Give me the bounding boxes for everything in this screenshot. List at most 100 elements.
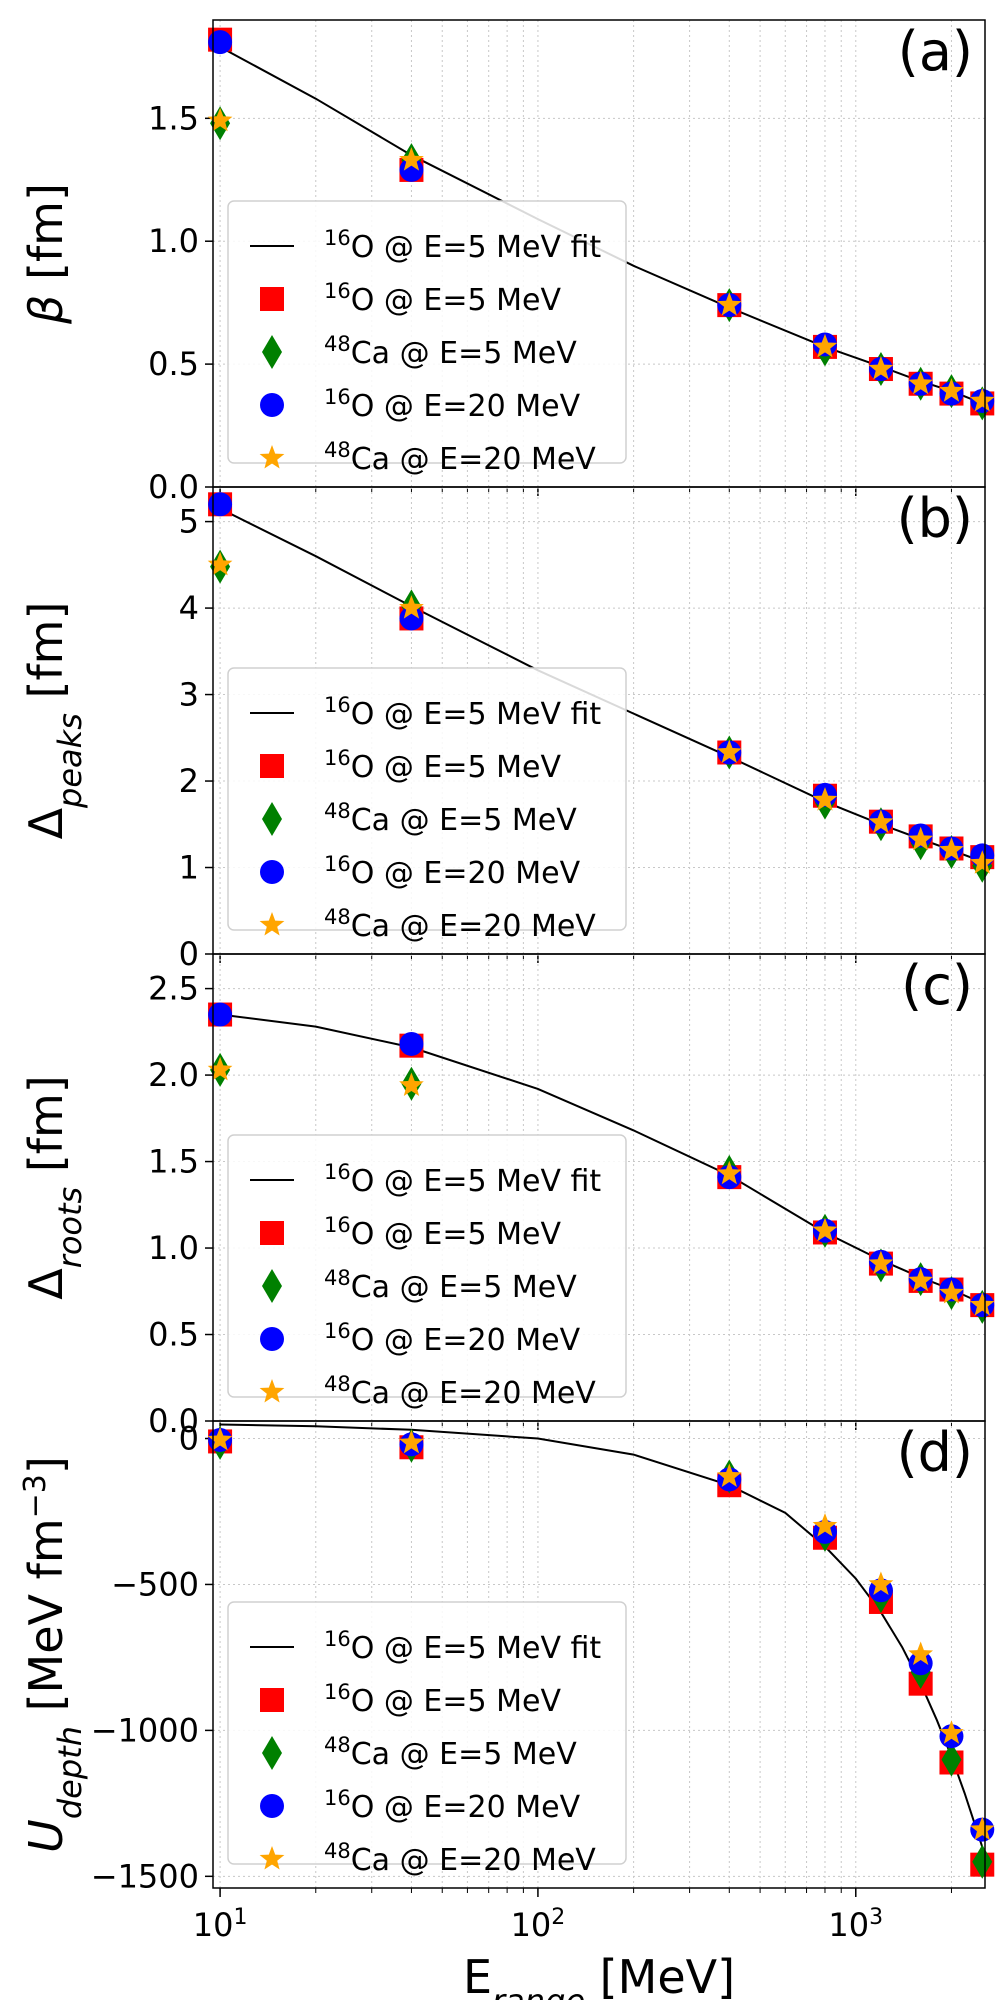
data-point-star xyxy=(716,1160,742,1185)
y-axis-title: Δpeaks [fm] xyxy=(19,602,89,840)
y-tick-label: 1.5 xyxy=(148,99,199,137)
data-point-circle xyxy=(208,492,233,517)
legend-label: 48Ca @ E=5 MeV xyxy=(324,1733,577,1772)
y-tick-label: 0.0 xyxy=(148,468,199,506)
data-point-star xyxy=(399,1429,424,1454)
legend-label: 48Ca @ E=20 MeV xyxy=(324,1372,596,1411)
data-point-star xyxy=(939,1280,964,1304)
legend-frame xyxy=(227,1601,627,1865)
legend-marker xyxy=(259,1379,285,1403)
panel-3: 0.0 0.5 1.0 1.5 2.0 2.5 Δroots [fm] (c) 16O @ E=… xyxy=(19,953,995,1440)
data-point-star xyxy=(399,1072,424,1096)
legend-marker xyxy=(260,287,284,311)
data-point-star xyxy=(969,1816,995,1841)
legend: 16O @ E=5 MeV fit 16O @ E=5 MeV 48Ca @ E=5… xyxy=(227,1134,627,1411)
panels-layer: 0.00.51.01.5β [fm](a)16O @ E=5 MeV fit16… xyxy=(18,19,995,1897)
y-axis-title: Δroots [fm] xyxy=(19,1075,89,1300)
data-point-star xyxy=(207,551,233,576)
legend-marker xyxy=(260,393,284,417)
y-tick-label: 1.0 xyxy=(148,1229,199,1267)
y-tick-label: −1000 xyxy=(91,1711,199,1749)
data-point-circle xyxy=(399,1031,424,1056)
data-point-circle xyxy=(399,157,424,182)
y-tick-label: 0.0 xyxy=(148,1402,199,1440)
data-point-star xyxy=(908,1641,933,1665)
legend-label: 16O @ E=20 MeV xyxy=(324,1786,581,1825)
legend-label: 16O @ E=20 MeV xyxy=(324,852,581,891)
legend-marker xyxy=(260,754,284,778)
data-point-star xyxy=(716,739,742,763)
legend-marker xyxy=(262,1269,282,1303)
panel-1: 0.00.51.01.5β [fm](a)16O @ E=5 MeV fit16… xyxy=(19,19,995,506)
data-point-star xyxy=(812,1217,838,1242)
legend: 16O @ E=5 MeV fit 16O @ E=5 MeV 48Ca @ E=5… xyxy=(227,667,627,944)
data-point-diamond xyxy=(972,1844,993,1879)
legend-label: 16O @ E=20 MeV xyxy=(324,385,581,424)
data-point-star xyxy=(868,809,894,834)
legend-marker xyxy=(259,445,285,469)
legend-marker xyxy=(260,1688,284,1712)
y-tick-label: 5 xyxy=(179,503,199,541)
y-tick-label: 0.5 xyxy=(148,345,199,383)
panel-tag: (d) xyxy=(897,1421,973,1484)
plot-frame xyxy=(212,1420,986,1889)
legend-frame xyxy=(227,667,627,931)
data-point-star xyxy=(939,1720,964,1744)
legend-label: 16O @ E=5 MeV xyxy=(324,1680,561,1719)
data-point-star xyxy=(812,787,838,811)
data-point-star xyxy=(939,378,964,402)
x-tick-label: 102 xyxy=(511,1905,566,1945)
legend-frame xyxy=(227,1134,627,1398)
legend: 16O @ E=5 MeV fit 16O @ E=5 MeV 48Ca @ E=5… xyxy=(227,200,627,477)
series-star xyxy=(207,107,995,412)
data-point-star xyxy=(868,1250,894,1275)
y-tick-label: 3 xyxy=(179,676,199,714)
data-point-circle xyxy=(208,1002,233,1027)
data-point-star xyxy=(868,356,894,380)
legend-marker xyxy=(262,1736,282,1770)
x-tick-label: 101 xyxy=(193,1905,248,1945)
legend-label: 48Ca @ E=5 MeV xyxy=(324,1266,577,1305)
series-star xyxy=(207,1427,995,1841)
legend-label: 16O @ E=20 MeV xyxy=(324,1319,581,1358)
y-tick-label: −500 xyxy=(111,1565,199,1603)
data-point-circle xyxy=(908,1651,933,1676)
data-point-star xyxy=(207,107,233,132)
legend-label: 16O @ E=5 MeV xyxy=(324,1213,561,1252)
data-point-star xyxy=(969,1292,995,1316)
data-point-circle xyxy=(208,30,233,55)
legend-label: 48Ca @ E=20 MeV xyxy=(324,905,596,944)
y-axis-title: Udepth [MeV fm−3] xyxy=(18,1456,90,1853)
y-tick-label: −1500 xyxy=(91,1857,199,1895)
panel-tag: (a) xyxy=(898,20,973,83)
legend-marker xyxy=(259,1846,285,1870)
legend: 16O @ E=5 MeV fit 16O @ E=5 MeV 48Ca @ E=5… xyxy=(227,1601,627,1878)
data-point-star xyxy=(716,292,742,316)
data-point-star xyxy=(207,1056,233,1081)
data-point-star xyxy=(908,1267,933,1292)
legend-label: 48Ca @ E=20 MeV xyxy=(324,438,596,477)
y-tick-label: 2.5 xyxy=(148,970,199,1008)
legend-label: 48Ca @ E=5 MeV xyxy=(324,799,577,838)
x-tick-label: 103 xyxy=(828,1905,883,1945)
data-point-star xyxy=(939,837,964,861)
legend-label: 48Ca @ E=5 MeV xyxy=(324,332,577,371)
y-tick-label: 4 xyxy=(179,589,199,627)
data-point-star xyxy=(716,1463,742,1487)
y-tick-label: 0 xyxy=(179,935,199,973)
legend-label: 16O @ E=5 MeV fit xyxy=(324,693,601,732)
legend-marker xyxy=(259,912,285,936)
legend-label: 16O @ E=5 MeV xyxy=(324,746,561,785)
series-star xyxy=(207,1056,995,1316)
y-tick-label: 0.5 xyxy=(148,1316,199,1354)
y-tick-label: 1 xyxy=(179,849,199,887)
data-point-star xyxy=(908,826,933,851)
legend-frame xyxy=(227,200,627,464)
data-point-circle xyxy=(399,606,424,631)
legend-marker xyxy=(262,335,282,369)
y-tick-label: 0 xyxy=(179,1420,199,1458)
data-point-diamond xyxy=(941,1742,962,1777)
